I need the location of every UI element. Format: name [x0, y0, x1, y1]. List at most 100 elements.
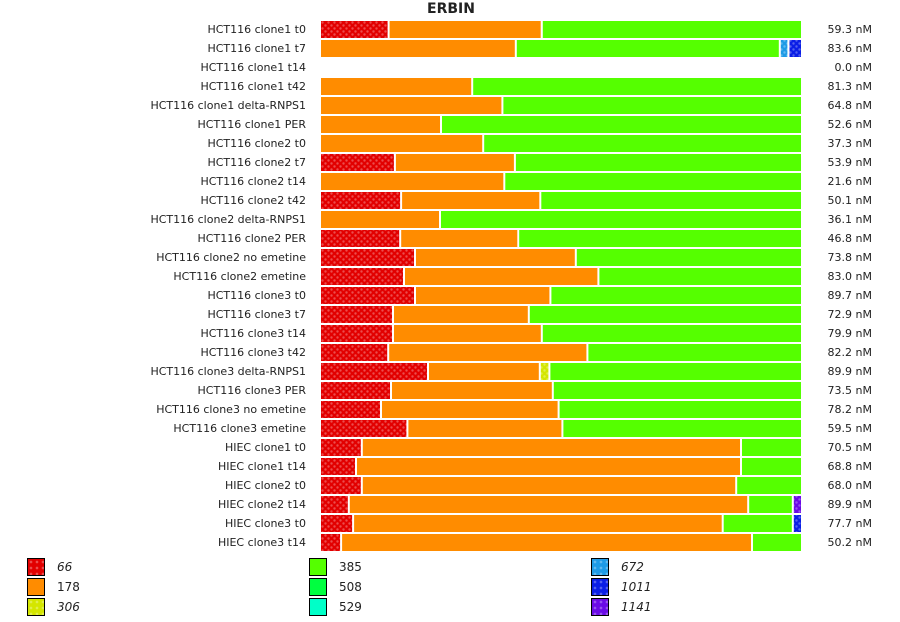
bar-segment-385 [737, 477, 801, 494]
row-label: HIEC clone2 t14 [218, 498, 306, 511]
bar-segment-178 [405, 268, 598, 285]
bar-segment-385 [505, 173, 801, 190]
bar-segment-178 [321, 40, 515, 57]
bar-segment-178 [395, 154, 514, 171]
bar-row: HCT116 clone2 no emetine 73.8 nM [156, 249, 872, 266]
bar-segment-66 [321, 306, 392, 323]
bar-segment-385 [484, 135, 801, 152]
row-label: HCT116 clone2 t7 [207, 156, 306, 169]
total-label: 83.6 nM [828, 42, 872, 55]
total-label: 50.2 nM [828, 536, 872, 549]
row-label: HIEC clone3 t14 [218, 536, 306, 549]
bar-row: HCT116 clone2 t0 37.3 nM [207, 135, 872, 152]
row-label: HCT116 clone2 delta-RNPS1 [150, 213, 306, 226]
row-label: HCT116 clone3 t42 [200, 346, 306, 359]
bar-segment-385 [753, 534, 801, 551]
legend-label: 508 [339, 580, 362, 594]
bar-segment-66 [321, 21, 388, 38]
bar-segment-385 [749, 496, 792, 513]
bar-segment-66 [321, 439, 361, 456]
total-label: 89.9 nM [828, 498, 872, 511]
bar-row: HIEC clone2 t0 68.0 nM [225, 477, 872, 494]
bar-segment-66 [321, 192, 401, 209]
row-label: HCT116 clone3 PER [198, 384, 307, 397]
bar-segment-385 [473, 78, 801, 95]
legend-swatch [27, 578, 45, 596]
bar-row: HCT116 clone2 t7 53.9 nM [207, 154, 872, 171]
total-label: 89.7 nM [828, 289, 872, 302]
row-label: HCT116 clone3 emetine [173, 422, 306, 435]
bar-segment-66 [321, 230, 400, 247]
bar-segment-385 [599, 268, 801, 285]
bar-segment-178 [321, 173, 504, 190]
bar-row: HCT116 clone1 PER 52.6 nM [198, 116, 872, 133]
bar-segment-66 [321, 249, 414, 266]
total-label: 68.0 nM [828, 479, 872, 492]
total-label: 79.9 nM [828, 327, 872, 340]
bar-segment-66 [321, 154, 394, 171]
bar-segment-178 [392, 382, 552, 399]
total-label: 89.9 nM [828, 365, 872, 378]
bar-row: HCT116 clone2 t14 21.6 nM [200, 173, 872, 190]
bar-segment-66 [321, 458, 355, 475]
bar-row: HCT116 clone2 delta-RNPS1 36.1 nM [150, 211, 872, 228]
bar-segment-385 [542, 21, 801, 38]
bar-row: HCT116 clone3 t7 72.9 nM [207, 306, 872, 323]
row-label: HCT116 clone3 t0 [207, 289, 306, 302]
total-label: 82.2 nM [828, 346, 872, 359]
row-label: HCT116 clone2 t0 [207, 137, 306, 150]
bar-segment-385 [559, 401, 801, 418]
bar-row: HCT116 clone3 no emetine 78.2 nM [156, 401, 872, 418]
row-label: HCT116 clone2 t42 [200, 194, 306, 207]
total-label: 73.8 nM [828, 251, 872, 264]
legend-label: 1011 [621, 580, 652, 594]
row-label: HCT116 clone1 t7 [207, 42, 306, 55]
bar-segment-385 [742, 439, 801, 456]
bar-segment-66 [321, 363, 427, 380]
bar-segment-178 [389, 21, 541, 38]
bar-segment-178 [429, 363, 539, 380]
bar-segment-385 [516, 40, 779, 57]
total-label: 78.2 nM [828, 403, 872, 416]
bar-segment-66 [321, 496, 348, 513]
bar-segment-178 [357, 458, 740, 475]
total-label: 53.9 nM [828, 156, 872, 169]
bar-row: HIEC clone1 t0 70.5 nM [225, 439, 872, 456]
bar-segment-385 [541, 192, 801, 209]
row-label: HIEC clone1 t0 [225, 441, 306, 454]
total-label: 21.6 nM [828, 175, 872, 188]
row-label: HCT116 clone1 delta-RNPS1 [150, 99, 306, 112]
legend-swatch [27, 558, 45, 576]
bar-row: HCT116 clone1 t7 83.6 nM [207, 40, 872, 57]
legend-label: 66 [57, 560, 73, 574]
legend-swatch [309, 598, 327, 616]
bar-segment-178 [416, 249, 575, 266]
legend-swatch [591, 598, 609, 616]
bar-row: HCT116 clone3 PER 73.5 nM [198, 382, 872, 399]
bar-segment-178 [416, 287, 550, 304]
bar-segment-66 [321, 268, 403, 285]
total-label: 68.8 nM [828, 460, 872, 473]
bar-segment-672 [780, 40, 788, 57]
row-label: HIEC clone2 t0 [225, 479, 306, 492]
bar-segment-385 [442, 116, 801, 133]
bar-segment-66 [321, 325, 392, 342]
total-label: 36.1 nM [828, 213, 872, 226]
bar-row: HCT116 clone2 emetine 83.0 nM [173, 268, 872, 285]
bar-segment-178 [321, 116, 440, 133]
bar-row: HIEC clone2 t14 89.9 nM [218, 496, 872, 513]
bar-segment-178 [394, 306, 528, 323]
bar-row: HCT116 clone3 t0 89.7 nM [207, 287, 872, 304]
bar-segment-385 [503, 97, 801, 114]
row-label: HCT116 clone3 no emetine [156, 403, 306, 416]
bar-segment-1011 [789, 40, 801, 57]
row-label: HCT116 clone2 no emetine [156, 251, 306, 264]
row-label: HCT116 clone3 delta-RNPS1 [150, 365, 306, 378]
total-label: 81.3 nM [828, 80, 872, 93]
total-label: 73.5 nM [828, 384, 872, 397]
bar-segment-178 [342, 534, 751, 551]
bar-segment-178 [349, 496, 748, 513]
row-label: HCT116 clone2 PER [198, 232, 307, 245]
bar-segment-66 [321, 287, 414, 304]
row-label: HCT116 clone3 t7 [207, 308, 306, 321]
